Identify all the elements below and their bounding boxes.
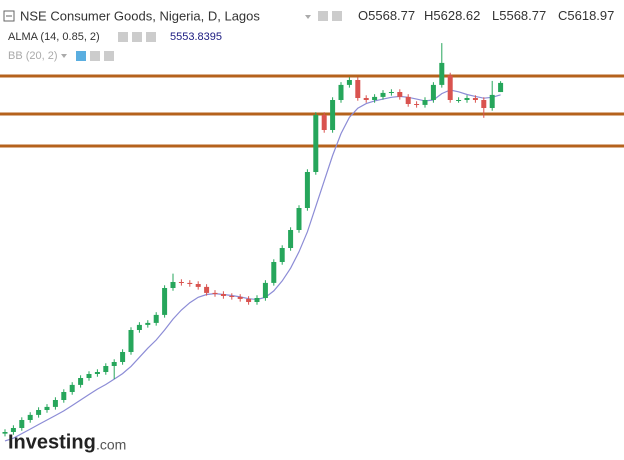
candle-body bbox=[10, 428, 16, 432]
candle-body bbox=[363, 98, 369, 100]
indicator-icon[interactable] bbox=[118, 32, 128, 42]
settings-icon[interactable] bbox=[318, 11, 328, 21]
candle-body bbox=[254, 298, 260, 302]
brand-logo: Investing bbox=[8, 431, 96, 453]
hide-icon[interactable] bbox=[332, 11, 342, 21]
candle-body bbox=[44, 406, 50, 410]
candle-body bbox=[481, 100, 487, 108]
collapse-icon[interactable] bbox=[3, 10, 15, 22]
candle-body bbox=[195, 284, 201, 287]
candle-body bbox=[187, 282, 193, 284]
ohlc-label: C bbox=[558, 8, 567, 23]
indicator-icon[interactable] bbox=[76, 51, 86, 61]
dropdown-icon[interactable] bbox=[305, 15, 311, 19]
candle-body bbox=[61, 392, 67, 400]
candle-body bbox=[313, 114, 319, 172]
dropdown-icon[interactable] bbox=[61, 54, 67, 58]
ohlc-label: H bbox=[424, 8, 433, 23]
plot-area bbox=[0, 43, 624, 442]
candle-body bbox=[439, 62, 445, 85]
ohlc-value: 5568.77 bbox=[499, 8, 546, 23]
candle-body bbox=[52, 400, 58, 407]
ohlc-label: O bbox=[358, 8, 368, 23]
candle-body bbox=[94, 372, 100, 374]
alma-line bbox=[4, 89, 501, 442]
candle-body bbox=[162, 288, 168, 315]
ohlc-item: C5618.97 bbox=[558, 8, 614, 23]
indicator-icon[interactable] bbox=[132, 32, 142, 42]
candle-body bbox=[204, 286, 210, 293]
indicator-value: 5553.8395 bbox=[170, 31, 222, 43]
chart-title: NSE Consumer Goods, Nigeria, D, Lagos bbox=[20, 8, 260, 23]
brand-suffix: .com bbox=[96, 437, 126, 453]
ohlc-item: O5568.77 bbox=[358, 8, 415, 23]
candle-body bbox=[388, 92, 394, 93]
candle-body bbox=[279, 248, 285, 262]
candle-body bbox=[111, 362, 117, 366]
candle-body bbox=[330, 100, 336, 130]
candle-body bbox=[304, 172, 310, 208]
ohlc-value: 5628.62 bbox=[433, 8, 480, 23]
candle-body bbox=[120, 352, 126, 362]
candle-body bbox=[447, 75, 453, 100]
candle-body bbox=[262, 282, 268, 298]
ohlc-item: H5628.62 bbox=[424, 8, 480, 23]
candle-body bbox=[464, 98, 470, 100]
candle-body bbox=[288, 230, 294, 248]
indicator-icon[interactable] bbox=[146, 32, 156, 42]
candle-body bbox=[456, 100, 462, 101]
candle-body bbox=[229, 296, 235, 297]
candle-body bbox=[78, 378, 84, 385]
ohlc-value: 5618.97 bbox=[567, 8, 614, 23]
indicator-name: BB (20, 2) bbox=[8, 50, 58, 62]
candle-body bbox=[397, 92, 403, 97]
candle-body bbox=[372, 96, 378, 100]
candle-body bbox=[422, 100, 428, 105]
candle-body bbox=[103, 366, 109, 372]
candle-body bbox=[136, 324, 142, 330]
indicator-icon[interactable] bbox=[90, 51, 100, 61]
candle-body bbox=[212, 292, 218, 294]
ohlc-item: L5568.77 bbox=[492, 8, 546, 23]
candle-body bbox=[19, 420, 25, 428]
candle-body bbox=[170, 282, 176, 288]
ohlc-label: L bbox=[492, 8, 499, 23]
candle-body bbox=[237, 296, 243, 299]
candle-body bbox=[380, 92, 386, 97]
candle-body bbox=[27, 414, 33, 420]
indicator-name: ALMA (14, 0.85, 2) bbox=[8, 31, 100, 43]
candle-body bbox=[36, 410, 42, 415]
ohlc-readout: O5568.77 H5628.62 L5568.77 C5618.97 bbox=[358, 8, 614, 23]
candle-body bbox=[498, 82, 504, 93]
candle-body bbox=[178, 282, 184, 283]
candle-body bbox=[346, 80, 352, 85]
ohlc-value: 5568.77 bbox=[368, 8, 415, 23]
candle-body bbox=[489, 94, 495, 108]
candle-body bbox=[338, 84, 344, 100]
indicator-icon[interactable] bbox=[104, 51, 114, 61]
candle-body bbox=[69, 384, 75, 392]
candle-body bbox=[145, 322, 151, 325]
candle-body bbox=[128, 330, 134, 352]
candle-body bbox=[246, 298, 252, 302]
candle-body bbox=[405, 96, 411, 104]
candle-body bbox=[414, 104, 420, 105]
candle-body bbox=[430, 84, 436, 100]
candle-body bbox=[153, 314, 159, 323]
candle-body bbox=[2, 432, 8, 434]
candle-body bbox=[355, 80, 361, 98]
candle-body bbox=[472, 98, 478, 100]
candle-body bbox=[296, 208, 302, 230]
candle-body bbox=[271, 262, 277, 283]
candle-body bbox=[86, 374, 92, 378]
candle-body bbox=[321, 114, 327, 130]
candle-body bbox=[220, 294, 226, 296]
